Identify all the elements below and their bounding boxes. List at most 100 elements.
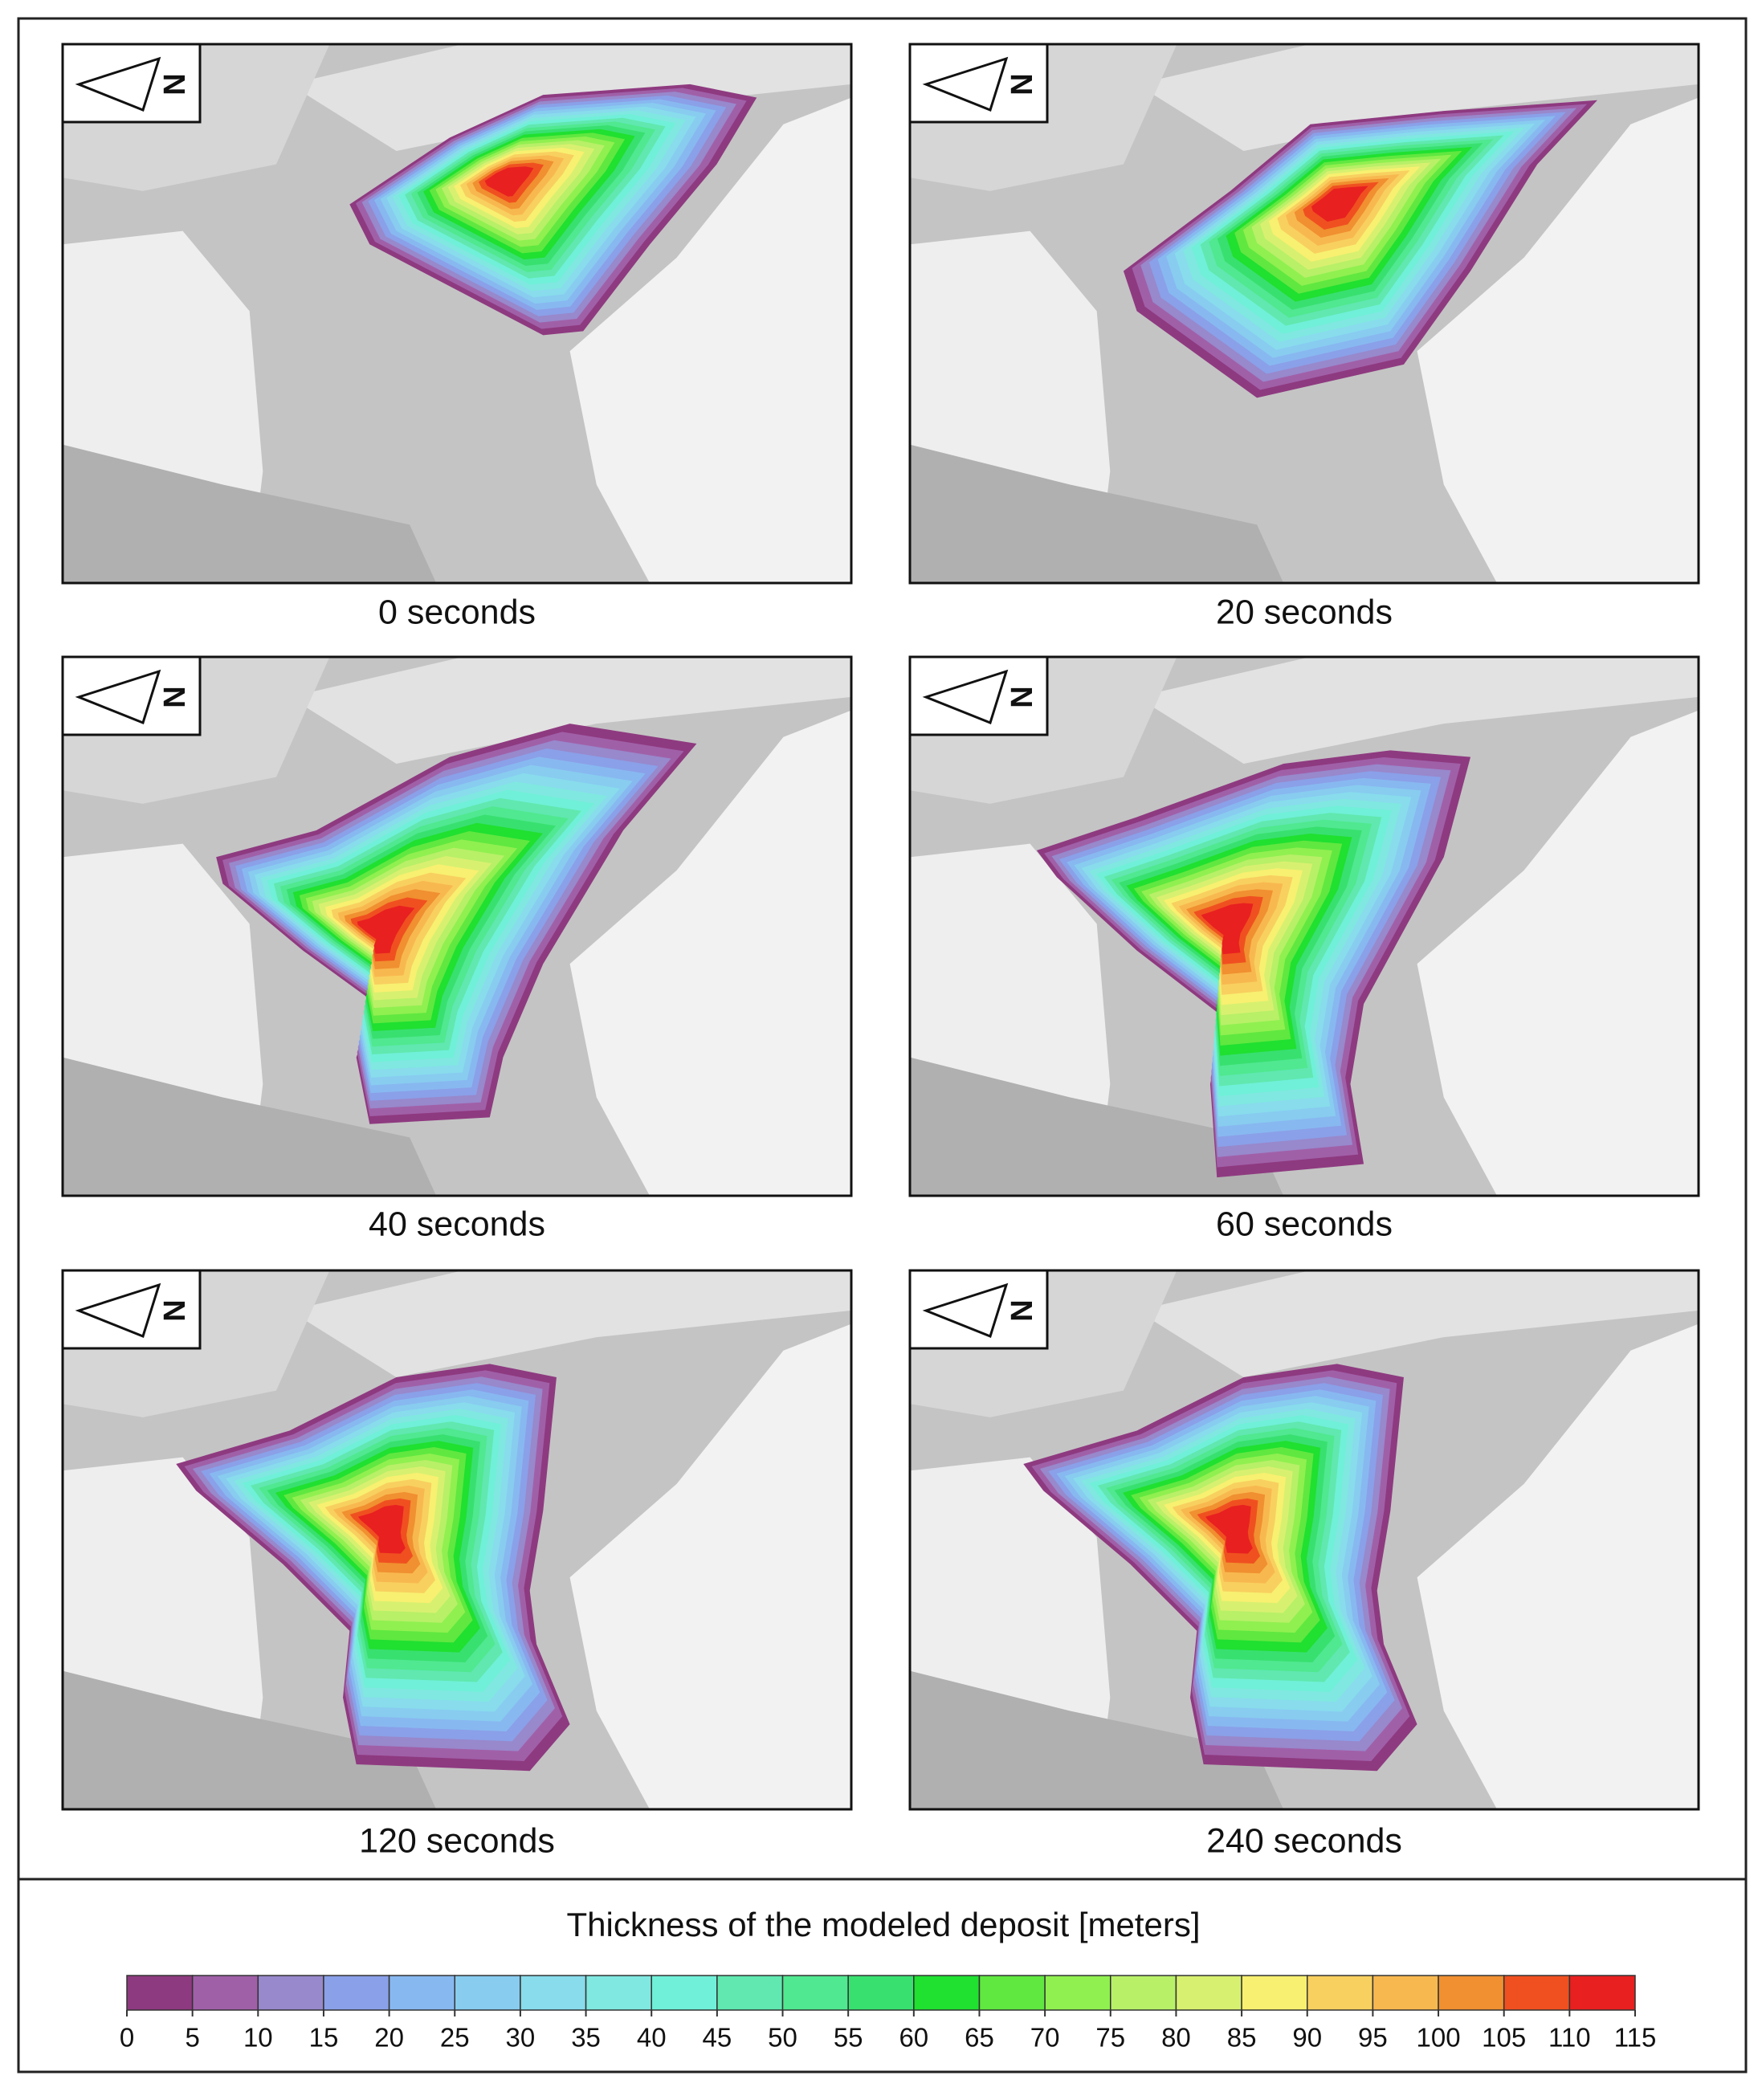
colorbar-bin (1175, 1975, 1242, 2011)
colorbar-tick-label: 65 (965, 2023, 994, 2053)
colorbar-tick-label: 55 (834, 2023, 863, 2053)
panel-label: 240 seconds (1206, 1821, 1402, 1860)
terrain-relief (569, 710, 852, 1197)
colorbar-bin (454, 1975, 521, 2011)
north-label: N (158, 73, 192, 95)
terrain-relief (289, 1270, 852, 1377)
outer-frame (17, 17, 1748, 2073)
north-arrow (922, 669, 1009, 724)
colorbar-bin (1044, 1975, 1111, 2011)
colorbar-tick-label: 60 (899, 2023, 928, 2053)
terrain-relief (63, 1057, 437, 1197)
north-arrow (922, 1282, 1009, 1338)
terrain-relief (1417, 710, 1699, 1197)
terrain-relief (569, 1323, 852, 1810)
map-panel: N (908, 655, 1700, 1197)
panel-frame (61, 43, 853, 585)
north-arrow (75, 1282, 161, 1338)
terrain-relief (910, 1670, 1284, 1810)
colorbar-tick-label: 45 (703, 2023, 732, 2053)
terrain-relief (910, 1057, 1284, 1197)
deposit-contour (484, 166, 534, 197)
colorbar-bin (388, 1975, 456, 2011)
map-panel: N (61, 655, 853, 1197)
panel-frame (61, 655, 853, 1197)
colorbar-tick-label: 50 (768, 2023, 797, 2053)
terrain-relief (1136, 1270, 1699, 1377)
terrain-relief (63, 444, 437, 584)
panel-label: 60 seconds (1216, 1205, 1393, 1243)
colorbar-bin (1503, 1975, 1571, 2011)
colorbar-bin (651, 1975, 718, 2011)
terrain-relief (1136, 44, 1699, 151)
colorbar-tick-label: 85 (1227, 2023, 1257, 2053)
colorbar-bin (257, 1975, 324, 2011)
colorbar-tick-label: 15 (309, 2023, 339, 2053)
terrain-relief (1136, 657, 1699, 764)
map-panel: N (61, 43, 853, 585)
north-label: N (1005, 686, 1039, 707)
colorbar-bin (913, 1975, 981, 2011)
panel-frame (61, 1269, 853, 1811)
legend-title: Thickness of the modeled deposit [meters… (566, 1906, 1200, 1943)
colorbar-tick-label: 5 (185, 2023, 199, 2053)
colorbar-bin (1568, 1975, 1636, 2011)
colorbar-bin (585, 1975, 652, 2011)
colorbar-bin (1372, 1975, 1439, 2011)
deposit-contour (357, 1504, 406, 1554)
panel-label: 120 seconds (359, 1821, 555, 1860)
panel-label: 20 seconds (1216, 593, 1393, 631)
colorbar-bin (323, 1975, 390, 2011)
colorbar-tick-label: 0 (120, 2023, 134, 2053)
map-panel: N (908, 1269, 1700, 1811)
colorbar-bin (191, 1975, 259, 2011)
colorbar-tick-label: 20 (374, 2023, 404, 2053)
colorbar-bin (1438, 1975, 1505, 2011)
colorbar-bin (1241, 1975, 1308, 2011)
colorbar-bin (716, 1975, 784, 2011)
panel-frame (908, 655, 1700, 1197)
deposit-contour (1205, 1504, 1253, 1554)
colorbar-tick-label: 90 (1292, 2023, 1322, 2053)
north-label: N (1005, 73, 1039, 95)
north-label: N (158, 1299, 192, 1321)
north-label: N (1005, 1299, 1039, 1321)
colorbar-bin (1110, 1975, 1177, 2011)
colorbar-tick-label: 30 (506, 2023, 536, 2053)
colorbar-tick-label: 35 (571, 2023, 601, 2053)
colorbar-tick-label: 115 (1614, 2023, 1657, 2053)
panel-frame (908, 43, 1700, 585)
panel-label: 40 seconds (369, 1205, 545, 1243)
colorbar-tick-label: 40 (637, 2023, 667, 2053)
terrain-relief (569, 97, 852, 584)
terrain-relief (1417, 1323, 1699, 1810)
colorbar-tick-label: 25 (440, 2023, 470, 2053)
north-label: N (158, 686, 192, 707)
terrain-relief (289, 657, 852, 764)
colorbar-bin (126, 1975, 194, 2011)
deposit-contour (1201, 903, 1254, 955)
north-arrow (75, 56, 161, 112)
north-arrow (75, 669, 161, 724)
colorbar-tick-label: 75 (1095, 2023, 1125, 2053)
colorbar-tick-label: 10 (243, 2023, 273, 2053)
terrain-relief (63, 1670, 437, 1810)
colorbar-tick-label: 95 (1358, 2023, 1388, 2053)
colorbar-bin (978, 1975, 1046, 2011)
map-panel: N (61, 1269, 853, 1811)
panel-frame (908, 1269, 1700, 1811)
deposit-contour (1311, 186, 1368, 222)
panel-label: 0 seconds (378, 593, 536, 631)
colorbar-tick-label: 105 (1482, 2023, 1526, 2053)
colorbar-bin (847, 1975, 915, 2011)
colorbar-tick-label: 110 (1548, 2023, 1591, 2053)
terrain-relief (910, 444, 1284, 584)
colorbar-bin (1306, 1975, 1374, 2011)
colorbar-tick-label: 80 (1161, 2023, 1191, 2053)
colorbar-tick-label: 100 (1417, 2023, 1461, 2053)
colorbar-tick-label: 70 (1030, 2023, 1060, 2053)
map-panel: N (908, 43, 1700, 585)
colorbar-bin (520, 1975, 587, 2011)
colorbar-bin (781, 1975, 849, 2011)
